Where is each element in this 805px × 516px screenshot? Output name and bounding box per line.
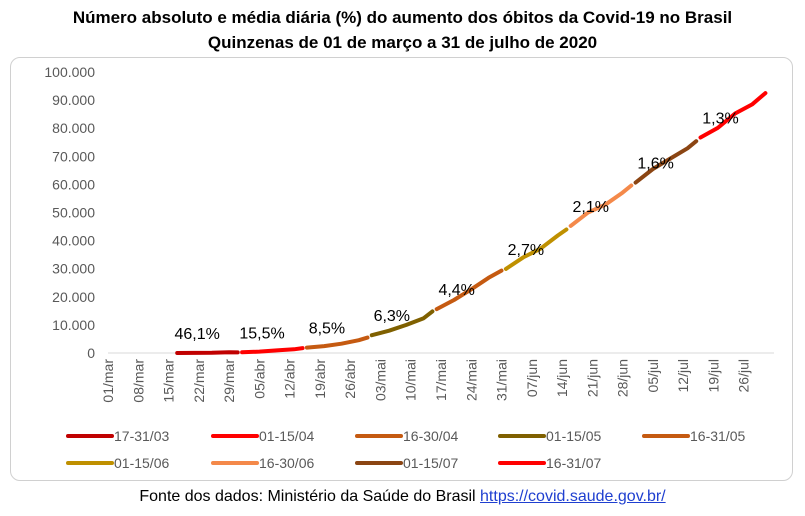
- x-tick-label: 08/mar: [130, 359, 146, 403]
- legend-label: 17-31/03: [114, 428, 169, 444]
- chart-frame: 0 10.000 20.000 30.000 40.000 50.000 60.000 70.…: [10, 57, 793, 481]
- x-tick-label: 10/mai: [403, 359, 419, 401]
- y-tick-label: 0: [87, 345, 95, 361]
- annotation-label: 2,7%: [508, 242, 544, 259]
- series-line-16-30/06: [568, 183, 634, 228]
- series-lines: [175, 91, 768, 355]
- x-tick-label: 07/jun: [524, 359, 540, 397]
- x-tick-label: 26/abr: [342, 359, 358, 399]
- y-tick-label: 40.000: [52, 233, 95, 249]
- annotation-label: 8,5%: [309, 321, 345, 338]
- x-tick-label: 28/jun: [615, 359, 631, 397]
- series-line-01-15/07: [633, 139, 699, 185]
- series-line-01-15/04: [240, 346, 305, 355]
- x-tick-label: 24/mai: [463, 359, 479, 401]
- annotation-label: 6,3%: [374, 308, 410, 325]
- chart-title: Número absoluto e média diária (%) do au…: [72, 8, 733, 27]
- y-tick-label: 60.000: [52, 176, 95, 192]
- x-tick-label: 29/mar: [221, 359, 237, 403]
- x-tick-label: 31/mai: [494, 359, 510, 401]
- source-note: Fonte dos dados: Ministério da Saúde do …: [0, 486, 805, 508]
- series-line-16-31/07: [698, 91, 768, 140]
- y-tick-label: 90.000: [52, 92, 95, 108]
- annotation-label: 2,1%: [573, 199, 609, 216]
- x-tick-label: 05/abr: [251, 359, 267, 399]
- legend-label: 01-15/04: [259, 428, 314, 444]
- x-tick-label: 01/mar: [100, 359, 116, 403]
- annotation-label: 1,3%: [702, 111, 738, 128]
- y-tick-label: 70.000: [52, 148, 95, 164]
- y-tick-label: 80.000: [52, 120, 95, 136]
- y-tick-label: 30.000: [52, 261, 95, 277]
- annotation-label: 4,4%: [438, 282, 474, 299]
- x-tick-label: 21/jun: [584, 359, 600, 397]
- x-tick-label: 19/jul: [705, 359, 721, 392]
- x-axis: 01/mar 08/mar 15/mar 22/mar 29/mar 05/abr 12/a…: [100, 352, 774, 403]
- series-line-17-31/03: [175, 350, 240, 355]
- source-link[interactable]: https://covid.saude.gov.br/: [480, 488, 666, 505]
- x-tick-label: 17/mai: [433, 359, 449, 401]
- annotation-label: 46,1%: [175, 326, 220, 343]
- source-text: Fonte dos dados: Ministério da Saúde do …: [139, 488, 476, 505]
- legend-label: 16-30/04: [403, 428, 458, 444]
- x-tick-label: 12/abr: [282, 359, 298, 399]
- y-axis: 0 10.000 20.000 30.000 40.000 50.000 60.000 70.…: [44, 64, 95, 361]
- legend-label: 16-31/07: [546, 455, 601, 471]
- legend-label: 16-31/05: [690, 428, 745, 444]
- x-tick-label: 19/abr: [312, 359, 328, 399]
- y-tick-label: 20.000: [52, 289, 95, 305]
- series-line-16-30/04: [304, 335, 370, 350]
- legend-label: 01-15/05: [546, 428, 601, 444]
- annotation-label: 15,5%: [239, 325, 284, 342]
- chart-subtitle: Quinzenas de 01 de março a 31 de julho d…: [207, 33, 598, 52]
- legend-label: 01-15/07: [403, 455, 458, 471]
- series-line-01-15/06: [503, 227, 569, 271]
- x-tick-label: 12/jul: [675, 359, 691, 392]
- x-tick-label: 03/mai: [372, 359, 388, 401]
- y-tick-label: 50.000: [52, 205, 95, 221]
- y-tick-label: 10.000: [52, 317, 95, 333]
- annotations: 46,1% 15,5% 8,5% 6,3% 4,4% 2,7% 2,1% 1,6% 1,3%: [175, 111, 739, 343]
- legend-label: 16-30/06: [259, 455, 314, 471]
- annotation-label: 1,6%: [637, 156, 673, 173]
- legend-label: 01-15/06: [114, 455, 169, 471]
- x-tick-label: 22/mar: [191, 359, 207, 403]
- series-line-01-15/05: [369, 309, 435, 338]
- x-tick-label: 15/mar: [161, 359, 177, 403]
- line-chart: 0 10.000 20.000 30.000 40.000 50.000 60.000 70.…: [44, 64, 774, 471]
- series-line-16-31/05: [434, 268, 504, 312]
- legend: 17-31/03 01-15/04 16-30/04 01-15/05 16-31/05…: [66, 428, 745, 471]
- x-tick-label: 14/jun: [554, 359, 570, 397]
- y-tick-label: 100.000: [44, 64, 95, 80]
- x-tick-label: 26/jul: [736, 359, 752, 392]
- x-tick-label: 05/jul: [645, 359, 661, 392]
